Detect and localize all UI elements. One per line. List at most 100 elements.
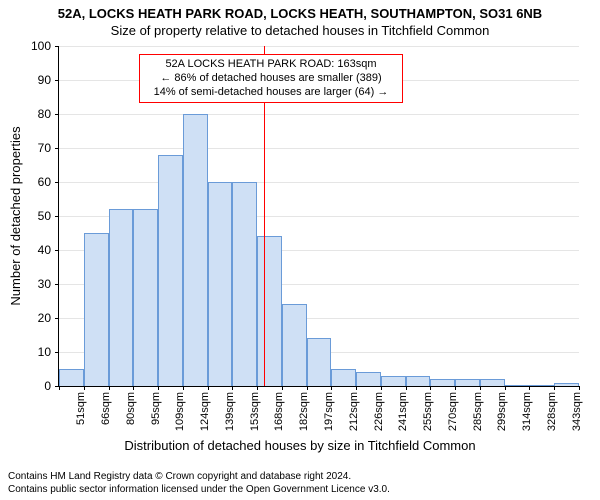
y-tick-label: 40 — [21, 243, 51, 257]
histogram-bar — [232, 182, 257, 386]
y-tick — [55, 284, 59, 285]
y-tick — [55, 114, 59, 115]
gridline — [59, 114, 579, 115]
x-tick-label: 270sqm — [447, 392, 459, 431]
y-tick-label: 60 — [21, 175, 51, 189]
y-tick — [55, 148, 59, 149]
histogram-chart: 010203040506070809010051sqm66sqm80sqm95s… — [58, 46, 578, 386]
footer-line1: Contains HM Land Registry data © Crown c… — [8, 471, 390, 484]
histogram-bar — [381, 376, 406, 386]
y-tick-label: 80 — [21, 107, 51, 121]
x-tick-label: 285sqm — [472, 392, 484, 431]
x-tick-label: 328sqm — [546, 392, 558, 431]
histogram-bar — [133, 209, 158, 386]
x-tick — [554, 386, 555, 390]
x-tick — [232, 386, 233, 390]
x-tick-label: 109sqm — [174, 392, 186, 431]
histogram-bar — [84, 233, 109, 386]
histogram-bar — [356, 372, 381, 386]
y-tick — [55, 80, 59, 81]
histogram-bar — [554, 383, 579, 386]
page-title: 52A, LOCKS HEATH PARK ROAD, LOCKS HEATH,… — [0, 0, 600, 21]
x-tick-label: 197sqm — [323, 392, 335, 431]
y-tick — [55, 46, 59, 47]
histogram-bar — [406, 376, 431, 386]
x-tick — [109, 386, 110, 390]
histogram-bar — [257, 236, 282, 386]
x-tick-label: 343sqm — [571, 392, 583, 431]
y-tick-label: 0 — [21, 379, 51, 393]
y-tick-label: 100 — [21, 39, 51, 53]
x-tick — [84, 386, 85, 390]
x-tick — [158, 386, 159, 390]
histogram-bar — [505, 385, 530, 386]
x-tick — [505, 386, 506, 390]
x-tick-label: 80sqm — [125, 392, 137, 425]
y-tick-label: 30 — [21, 277, 51, 291]
gridline — [59, 148, 579, 149]
y-tick — [55, 352, 59, 353]
x-tick — [406, 386, 407, 390]
x-tick-label: 255sqm — [422, 392, 434, 431]
histogram-bar — [529, 385, 554, 386]
page-subtitle: Size of property relative to detached ho… — [0, 21, 600, 42]
x-tick — [529, 386, 530, 390]
histogram-bar — [59, 369, 84, 386]
x-tick-label: 182sqm — [298, 392, 310, 431]
x-axis-label: Distribution of detached houses by size … — [0, 438, 600, 453]
x-tick-label: 66sqm — [100, 392, 112, 425]
x-tick — [356, 386, 357, 390]
x-tick-label: 95sqm — [150, 392, 162, 425]
x-tick — [282, 386, 283, 390]
x-tick-label: 153sqm — [249, 392, 261, 431]
x-tick — [455, 386, 456, 390]
x-tick — [257, 386, 258, 390]
x-tick-label: 314sqm — [521, 392, 533, 431]
x-tick-label: 139sqm — [224, 392, 236, 431]
x-tick — [133, 386, 134, 390]
histogram-bar — [109, 209, 134, 386]
x-tick-label: 168sqm — [273, 392, 285, 431]
histogram-bar — [183, 114, 208, 386]
x-tick — [331, 386, 332, 390]
histogram-bar — [455, 379, 480, 386]
y-tick — [55, 182, 59, 183]
y-tick-label: 90 — [21, 73, 51, 87]
x-tick — [381, 386, 382, 390]
y-tick — [55, 250, 59, 251]
histogram-bar — [158, 155, 183, 386]
gridline — [59, 182, 579, 183]
footer-attribution: Contains HM Land Registry data © Crown c… — [8, 471, 390, 496]
annotation-line: ← 86% of detached houses are smaller (38… — [146, 72, 396, 86]
x-tick — [579, 386, 580, 390]
histogram-bar — [307, 338, 332, 386]
histogram-bar — [480, 379, 505, 386]
annotation-box: 52A LOCKS HEATH PARK ROAD: 163sqm← 86% o… — [139, 54, 403, 103]
x-tick — [183, 386, 184, 390]
x-tick — [307, 386, 308, 390]
x-tick — [430, 386, 431, 390]
y-tick — [55, 216, 59, 217]
y-tick-label: 50 — [21, 209, 51, 223]
plot-area: 010203040506070809010051sqm66sqm80sqm95s… — [58, 46, 579, 387]
annotation-line: 14% of semi-detached houses are larger (… — [146, 86, 396, 100]
x-tick-label: 51sqm — [75, 392, 87, 425]
x-tick — [480, 386, 481, 390]
histogram-bar — [430, 379, 455, 386]
y-tick-label: 10 — [21, 345, 51, 359]
histogram-bar — [331, 369, 356, 386]
x-tick-label: 226sqm — [373, 392, 385, 431]
x-tick-label: 241sqm — [397, 392, 409, 431]
footer-line2: Contains public sector information licen… — [8, 484, 390, 497]
y-tick — [55, 318, 59, 319]
histogram-bar — [208, 182, 233, 386]
x-tick-label: 299sqm — [496, 392, 508, 431]
y-tick-label: 20 — [21, 311, 51, 325]
gridline — [59, 46, 579, 47]
x-tick — [59, 386, 60, 390]
x-tick — [208, 386, 209, 390]
annotation-line: 52A LOCKS HEATH PARK ROAD: 163sqm — [146, 58, 396, 72]
x-tick-label: 124sqm — [199, 392, 211, 431]
y-tick-label: 70 — [21, 141, 51, 155]
x-tick-label: 212sqm — [348, 392, 360, 431]
